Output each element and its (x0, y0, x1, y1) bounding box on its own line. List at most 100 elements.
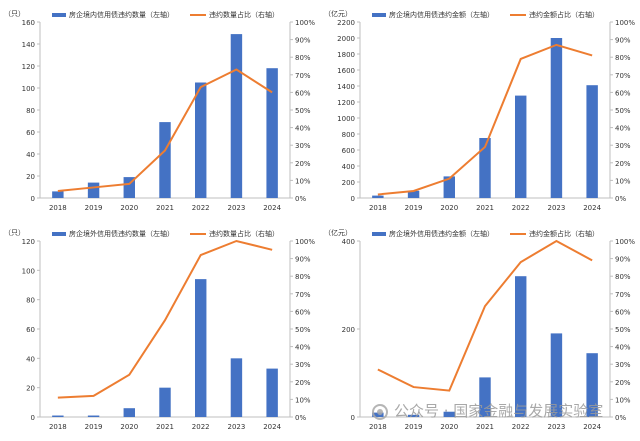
left-tick-label: 200 (342, 179, 355, 187)
watermark-text: 公众号 · 国家金融与发展实验室 (394, 402, 603, 420)
x-tick-label: 2024 (263, 423, 281, 431)
x-tick-label: 2023 (548, 204, 566, 212)
x-tick-label: 2020 (440, 423, 458, 431)
right-tick-label: 0% (615, 195, 626, 203)
bar (372, 196, 383, 198)
bar (52, 416, 63, 417)
left-axis-unit: （只） (4, 229, 25, 237)
x-tick-label: 2022 (512, 204, 530, 212)
right-tick-label: 0% (295, 414, 306, 422)
right-tick-label: 60% (615, 89, 631, 97)
left-tick-label: 2200 (337, 19, 355, 27)
right-tick-label: 100% (295, 238, 315, 246)
right-tick-label: 20% (615, 160, 631, 168)
legend-bar-label: 房企境内信用债违约金额（左轴） (389, 10, 494, 19)
left-tick-label: 120 (22, 238, 35, 246)
x-tick-label: 2021 (156, 423, 174, 431)
right-tick-label: 90% (615, 256, 631, 264)
right-tick-label: 100% (615, 238, 635, 246)
right-tick-label: 40% (295, 344, 311, 352)
left-tick-label: 0 (351, 195, 355, 203)
bar (195, 83, 206, 199)
x-tick-label: 2020 (120, 423, 138, 431)
legend-bar-label: 房企境内信用债违约数量（左轴） (69, 10, 174, 19)
bar (515, 96, 526, 198)
left-tick-label: 0 (31, 414, 35, 422)
x-tick-label: 2022 (512, 423, 530, 431)
watermark: 公众号 · 国家金融与发展实验室 (372, 400, 634, 422)
left-tick-label: 120 (22, 63, 35, 71)
right-tick-label: 60% (295, 89, 311, 97)
left-tick-label: 400 (342, 238, 355, 246)
legend-line-label: 违约金额占比（右轴） (529, 10, 599, 19)
right-tick-label: 20% (295, 160, 311, 168)
left-tick-label: 20 (26, 173, 35, 181)
legend-bar-swatch (372, 232, 386, 236)
wechat-icon (372, 404, 388, 420)
right-tick-label: 10% (615, 177, 631, 185)
bar (266, 369, 277, 417)
right-tick-label: 70% (615, 72, 631, 80)
right-tick-label: 50% (295, 107, 311, 115)
legend-bar-label: 房企境外信用债违约金额（左轴） (389, 229, 494, 238)
chart-svg: 0204060801001201401600%10%20%30%40%50%60… (0, 0, 320, 218)
x-tick-label: 2019 (85, 423, 103, 431)
x-tick-label: 2018 (49, 204, 67, 212)
bar (124, 408, 135, 417)
right-tick-label: 50% (295, 326, 311, 334)
legend-bar-label: 房企境外信用债违约数量（左轴） (69, 229, 174, 238)
right-tick-label: 100% (295, 19, 315, 27)
left-axis-unit: （亿元） (324, 228, 352, 237)
chart-svg: 0200400600800100012001400160018002000220… (320, 0, 640, 218)
left-tick-label: 80 (26, 297, 35, 305)
x-tick-label: 2019 (405, 204, 423, 212)
x-tick-label: 2018 (369, 423, 387, 431)
right-tick-label: 80% (615, 273, 631, 281)
right-tick-label: 90% (295, 37, 311, 45)
left-tick-label: 40 (26, 151, 35, 159)
bar (266, 68, 277, 198)
right-tick-label: 20% (615, 379, 631, 387)
bar (52, 191, 63, 198)
chart-svg: 0204060801001200%10%20%30%40%50%60%70%80… (0, 219, 320, 437)
right-tick-label: 40% (615, 125, 631, 133)
right-tick-label: 90% (615, 37, 631, 45)
left-tick-label: 0 (31, 195, 35, 203)
x-tick-label: 2020 (440, 204, 458, 212)
left-tick-label: 100 (22, 85, 35, 93)
right-tick-label: 30% (295, 361, 311, 369)
legend-bar-swatch (372, 13, 386, 17)
right-tick-label: 60% (295, 308, 311, 316)
left-tick-label: 60 (26, 326, 35, 334)
x-tick-label: 2023 (228, 204, 246, 212)
x-tick-label: 2023 (548, 423, 566, 431)
bar (159, 122, 170, 198)
right-tick-label: 100% (615, 19, 635, 27)
x-tick-label: 2024 (583, 423, 601, 431)
bar (88, 183, 99, 198)
x-tick-label: 2024 (583, 204, 601, 212)
right-tick-label: 50% (615, 107, 631, 115)
left-tick-label: 0 (351, 414, 355, 422)
x-tick-label: 2021 (476, 423, 494, 431)
left-tick-label: 800 (342, 131, 355, 139)
right-tick-label: 80% (295, 273, 311, 281)
left-tick-label: 80 (26, 107, 35, 115)
x-tick-label: 2022 (192, 423, 210, 431)
legend-bar-swatch (52, 232, 66, 236)
x-tick-label: 2023 (228, 423, 246, 431)
left-tick-label: 100 (22, 267, 35, 275)
x-tick-label: 2024 (263, 204, 281, 212)
right-tick-label: 30% (295, 142, 311, 150)
left-tick-label: 600 (342, 147, 355, 155)
left-tick-label: 60 (26, 129, 35, 137)
right-tick-label: 10% (295, 396, 311, 404)
legend-line-label: 违约数量占比（右轴） (209, 229, 279, 238)
bar (231, 358, 242, 417)
left-tick-label: 1800 (337, 51, 355, 59)
right-tick-label: 70% (295, 72, 311, 80)
x-tick-label: 2022 (192, 204, 210, 212)
